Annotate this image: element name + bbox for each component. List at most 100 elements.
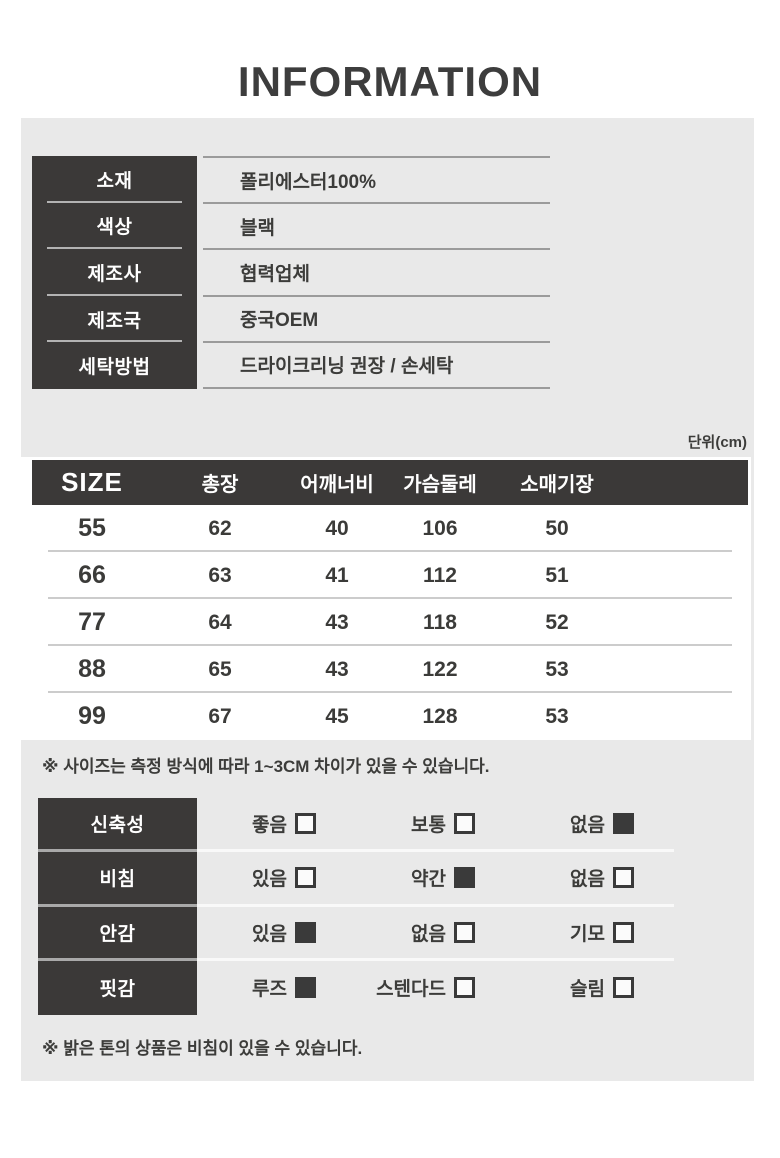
size-note: ※ 사이즈는 측정 방식에 따라 1~3CM 차이가 있을 수 있습니다.: [42, 757, 490, 776]
option-label: 보통: [411, 815, 446, 837]
feature-option: 없음: [356, 907, 515, 958]
measure-cell: 45: [325, 704, 349, 728]
checkbox-icon: [454, 813, 475, 835]
feature-option: 좋음: [197, 798, 356, 849]
feature-options: 좋음 보통 없음: [197, 798, 674, 853]
info-label-manufacturer: 제조사: [32, 249, 197, 296]
info-value-manufacturer: 협력업체: [203, 248, 550, 294]
checkbox-icon: [454, 921, 475, 943]
feature-row-fit: 핏감 루즈 스텐다드 슬림: [38, 960, 674, 1015]
feature-option: 없음: [515, 798, 674, 849]
checkbox-icon: [454, 867, 475, 889]
size-cell: 88: [78, 655, 106, 683]
feature-option: 스텐다드: [356, 961, 515, 1015]
option-label: 없음: [411, 923, 446, 945]
feature-option: 있음: [197, 852, 356, 903]
feature-option: 있음: [197, 907, 356, 958]
measure-cell: 43: [325, 610, 349, 634]
info-value-washing: 드라이크리닝 권장 / 손세탁: [203, 340, 550, 387]
features-table: 신축성 좋음 보통 없음 비침 있음: [38, 798, 674, 1015]
option-label: 있음: [252, 869, 287, 891]
feature-row-sheerness: 비침 있음 약간 없음: [38, 852, 674, 907]
feature-label: 안감: [38, 906, 197, 961]
feature-options: 있음 약간 없음: [197, 852, 674, 907]
checkbox-icon: [295, 977, 316, 999]
info-value-color: 블랙: [203, 202, 550, 248]
table-row: 66 63 41 112 51: [32, 552, 748, 599]
measure-cell: 41: [325, 563, 349, 587]
checkbox-icon: [454, 977, 475, 999]
size-cell: 77: [78, 608, 106, 636]
measure-cell: 53: [545, 657, 569, 681]
page-title: INFORMATION: [237, 58, 543, 105]
feature-option: 보통: [356, 798, 515, 849]
info-table-value-column: 폴리에스터100% 블랙 협력업체 중국OEM 드라이크리닝 권장 / 손세탁: [203, 156, 550, 389]
feature-label: 핏감: [38, 960, 197, 1015]
feature-label: 신축성: [38, 798, 197, 853]
option-label: 있음: [252, 923, 287, 945]
feature-option: 슬림: [515, 961, 674, 1015]
info-value-country: 중국OEM: [203, 294, 550, 341]
feature-row-stretch: 신축성 좋음 보통 없음: [38, 798, 674, 853]
size-header-sleeve: 소매기장: [520, 474, 594, 496]
measure-cell: 43: [325, 657, 349, 681]
measure-cell: 112: [423, 563, 457, 587]
measure-cell: 106: [422, 516, 458, 540]
size-cell: 66: [78, 561, 106, 589]
info-table-label-column: 소재 색상 제조사 제조국 세탁방법: [32, 156, 197, 389]
size-cell: 55: [78, 514, 106, 542]
feature-row-lining: 안감 있음 없음 기모: [38, 906, 674, 961]
option-label: 없음: [570, 815, 605, 837]
measure-cell: 64: [208, 610, 232, 634]
table-row: 55 62 40 106 50: [32, 505, 748, 552]
measure-cell: 128: [422, 704, 458, 728]
info-label-color: 색상: [32, 203, 197, 250]
table-row: 88 65 43 122 53: [32, 646, 748, 693]
feature-option: 없음: [515, 852, 674, 903]
table-row: 77 64 43 118 52: [32, 599, 748, 646]
checkbox-icon: [613, 867, 634, 889]
measure-cell: 53: [545, 704, 569, 728]
info-label-country: 제조국: [32, 296, 197, 343]
size-table-body: 55 62 40 106 50 66 63 41 112 51 77 64 43…: [32, 505, 748, 740]
checkbox-icon: [295, 867, 316, 889]
option-label: 루즈: [252, 979, 287, 1001]
measure-cell: 62: [208, 516, 232, 540]
measure-cell: 122: [422, 657, 458, 681]
info-value-material: 폴리에스터100%: [203, 156, 550, 202]
option-label: 약간: [411, 869, 446, 891]
measure-cell: 52: [545, 610, 569, 634]
option-label: 없음: [570, 869, 605, 891]
feature-options: 있음 없음 기모: [197, 907, 674, 961]
feature-options: 루즈 스텐다드 슬림: [197, 961, 674, 1015]
checkbox-icon: [295, 921, 316, 943]
option-label: 기모: [570, 923, 605, 945]
measure-cell: 63: [208, 563, 232, 587]
info-label-material: 소재: [32, 156, 197, 203]
option-label: 슬림: [570, 979, 605, 1001]
size-header-total-length: 총장: [201, 474, 239, 496]
checkbox-icon: [295, 813, 316, 835]
unit-cm-label: 단위(cm): [687, 434, 747, 451]
measure-cell: 67: [208, 704, 232, 728]
feature-label: 비침: [38, 852, 197, 907]
size-cell: 99: [78, 702, 106, 730]
sheerness-note: ※ 밝은 톤의 상품은 비침이 있을 수 있습니다.: [42, 1039, 363, 1058]
measure-cell: 65: [208, 657, 232, 681]
table-row: 99 67 45 128 53: [32, 693, 748, 740]
size-header-chest: 가슴둘레: [403, 474, 477, 496]
feature-option: 약간: [356, 852, 515, 903]
info-label-washing: 세탁방법: [78, 357, 151, 379]
size-header-shoulder: 어깨너비: [300, 474, 374, 496]
feature-option: 루즈: [197, 961, 356, 1015]
measure-cell: 40: [325, 516, 349, 540]
option-label: 좋음: [252, 815, 287, 837]
size-table-header: SIZE 총장 어깨너비 가슴둘레 소매기장: [32, 460, 748, 505]
measure-cell: 118: [423, 610, 457, 634]
measure-cell: 50: [545, 516, 569, 540]
option-label: 스텐다드: [376, 979, 446, 1001]
feature-option: 기모: [515, 907, 674, 958]
measure-cell: 51: [545, 563, 569, 587]
checkbox-icon: [613, 921, 634, 943]
